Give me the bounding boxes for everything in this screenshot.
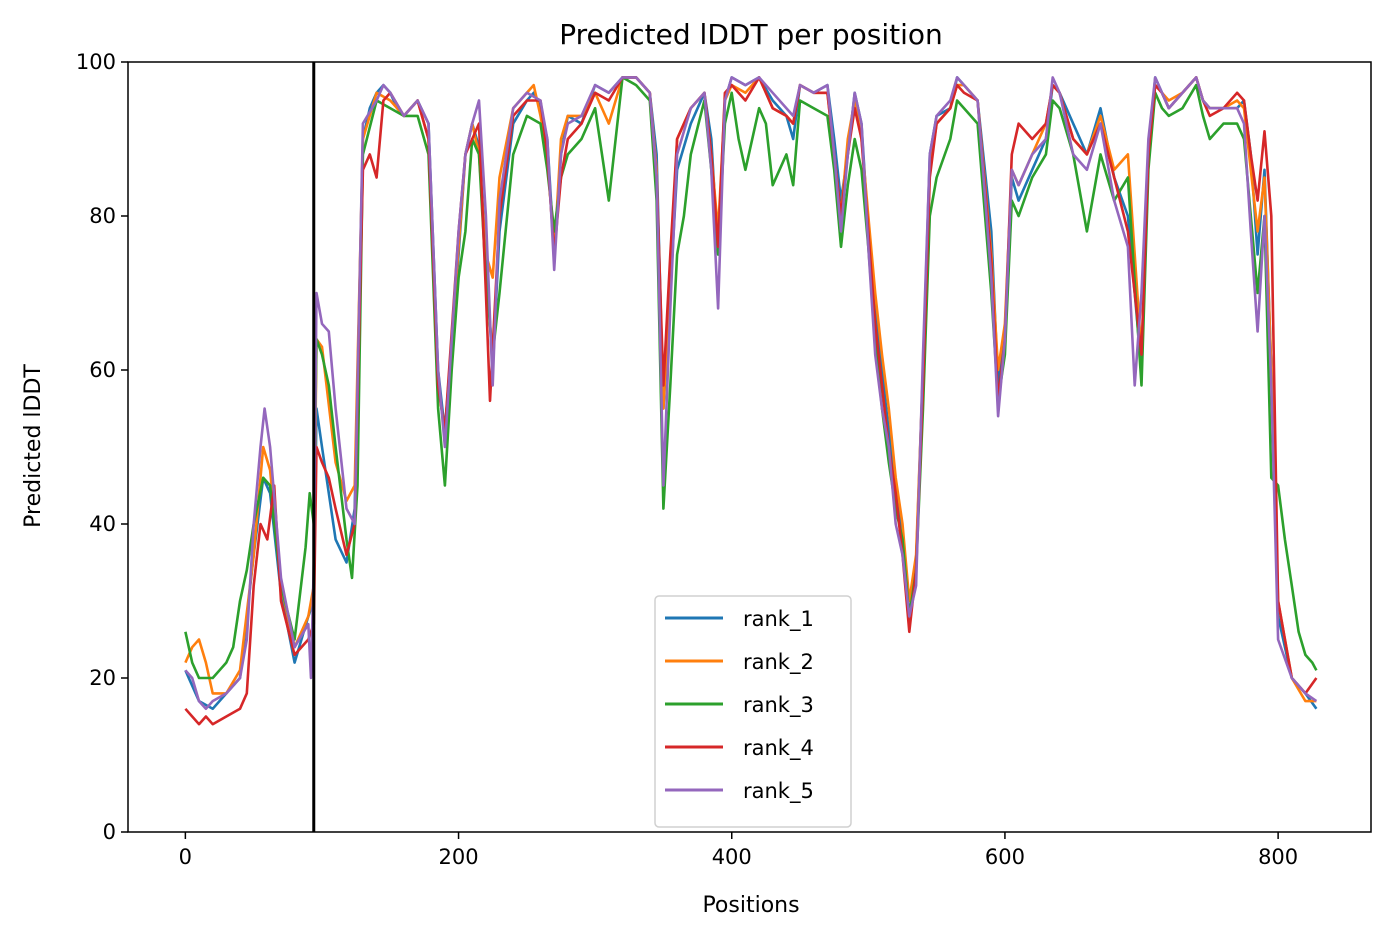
legend-label-rank-3: rank_3 xyxy=(743,693,814,718)
series-line-rank-4 xyxy=(184,76,1318,726)
y-tick-label: 40 xyxy=(89,512,116,536)
y-tick-label: 60 xyxy=(89,358,116,382)
axis-ticks: 0 200 400 600 800 0 20 40 60 80 100 xyxy=(76,50,1298,869)
legend: rank_1 rank_2 rank_3 rank_4 rank_5 xyxy=(654,595,852,828)
y-axis-label: Predicted lDDT xyxy=(21,364,46,528)
series-line-rank-5 xyxy=(184,76,1318,711)
x-tick-label: 800 xyxy=(1258,845,1298,869)
x-axis-label: Positions xyxy=(702,893,799,918)
legend-box xyxy=(654,595,852,828)
legend-label-rank-4: rank_4 xyxy=(743,736,814,761)
y-tick-label: 80 xyxy=(89,204,116,228)
y-tick-label: 100 xyxy=(76,50,116,74)
legend-label-rank-5: rank_5 xyxy=(743,779,814,804)
y-tick-label: 0 xyxy=(103,820,116,844)
chart-title: Predicted lDDT per position xyxy=(559,18,943,51)
legend-label-rank-2: rank_2 xyxy=(743,650,814,675)
legend-label-rank-1: rank_1 xyxy=(743,607,814,632)
x-tick-label: 200 xyxy=(439,845,479,869)
x-tick-label: 600 xyxy=(985,845,1025,869)
x-tick-label: 400 xyxy=(712,845,752,869)
series-line-rank-3 xyxy=(184,76,1318,680)
plot-area xyxy=(184,62,1318,832)
plot-frame xyxy=(127,61,1372,833)
y-tick-label: 20 xyxy=(89,666,116,690)
x-tick-label: 0 xyxy=(179,845,192,869)
